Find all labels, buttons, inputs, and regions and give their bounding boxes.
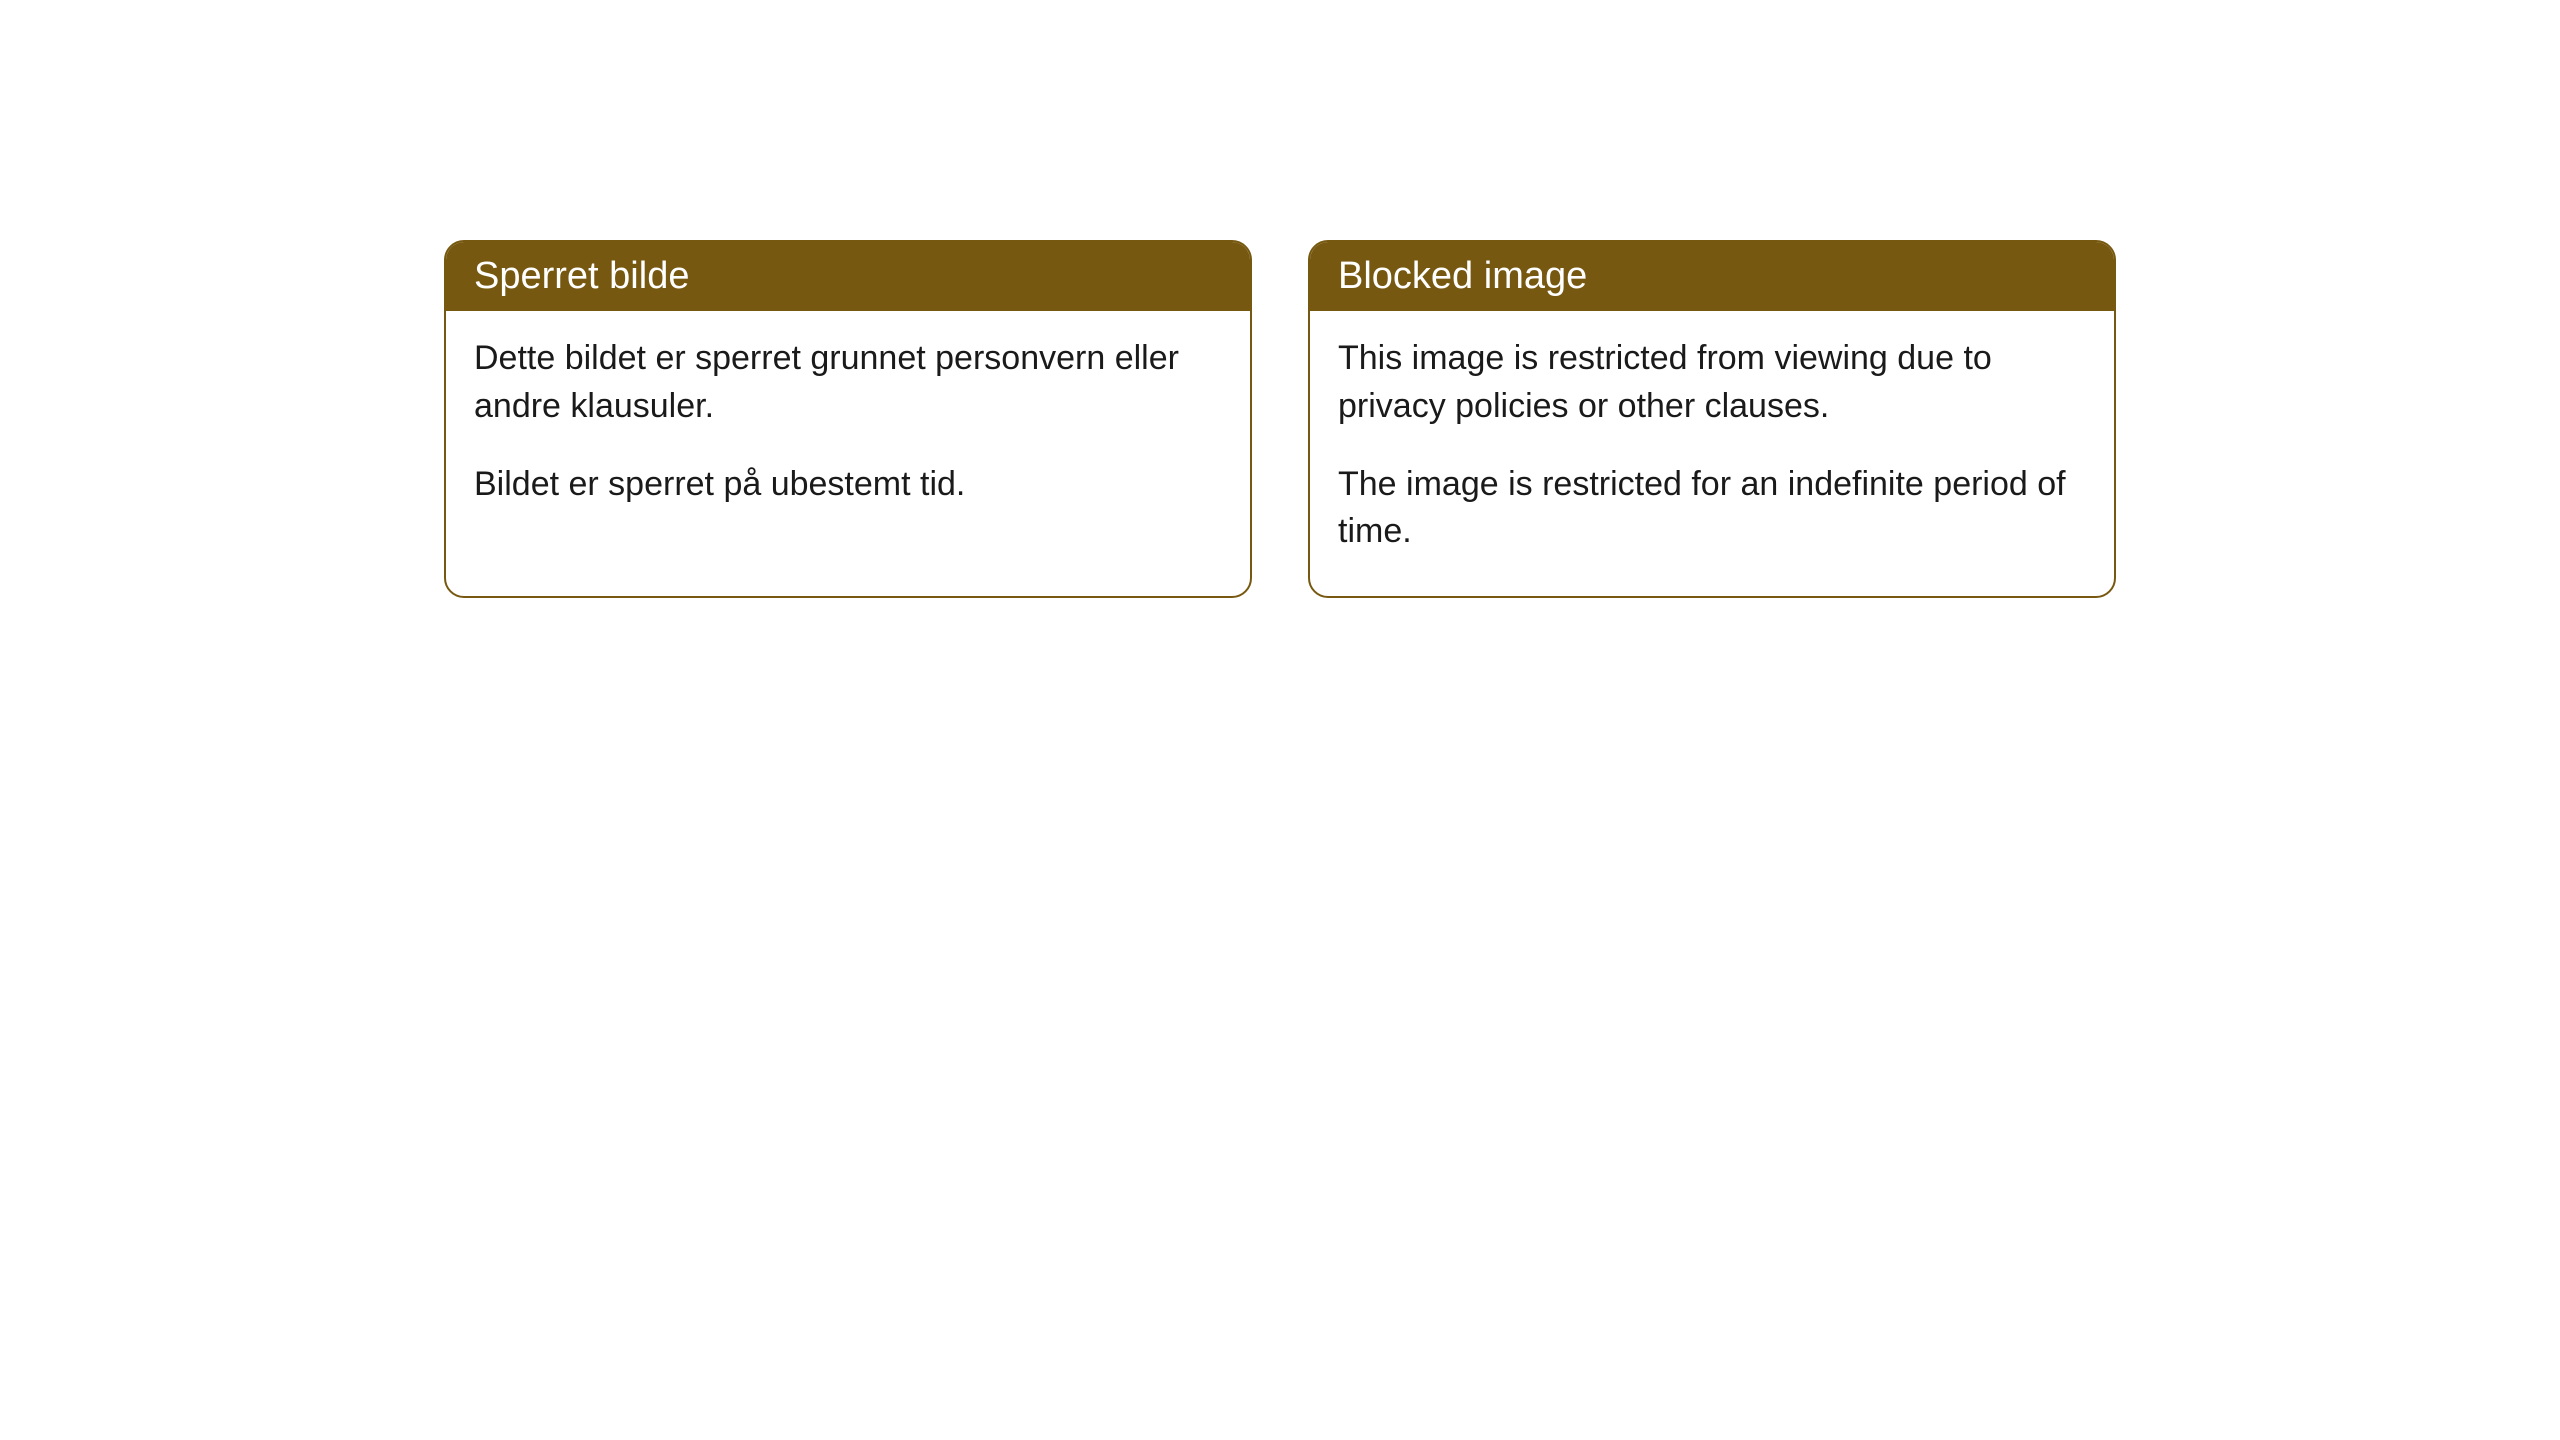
card-text-paragraph: Dette bildet er sperret grunnet personve… xyxy=(474,335,1222,430)
card-header-english: Blocked image xyxy=(1310,242,2114,311)
notice-cards-container: Sperret bilde Dette bildet er sperret gr… xyxy=(444,240,2116,598)
notice-card-english: Blocked image This image is restricted f… xyxy=(1308,240,2116,598)
notice-card-norwegian: Sperret bilde Dette bildet er sperret gr… xyxy=(444,240,1252,598)
card-text-paragraph: This image is restricted from viewing du… xyxy=(1338,335,2086,430)
card-text-paragraph: The image is restricted for an indefinit… xyxy=(1338,461,2086,556)
card-body-norwegian: Dette bildet er sperret grunnet personve… xyxy=(446,311,1250,548)
card-header-norwegian: Sperret bilde xyxy=(446,242,1250,311)
card-text-paragraph: Bildet er sperret på ubestemt tid. xyxy=(474,461,1222,509)
card-body-english: This image is restricted from viewing du… xyxy=(1310,311,2114,595)
